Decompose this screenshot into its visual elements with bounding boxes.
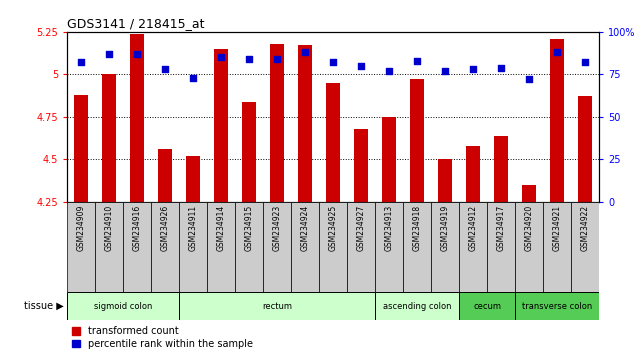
Point [412,58,422,64]
Text: GSM234913: GSM234913 [385,205,394,251]
Point [440,68,451,74]
Point [104,51,115,57]
Text: GSM234914: GSM234914 [217,205,226,251]
Bar [123,202,151,292]
Bar [438,159,453,202]
Text: GSM234925: GSM234925 [329,205,338,251]
Text: rectum: rectum [262,302,292,311]
Bar [578,96,592,202]
Text: GSM234923: GSM234923 [273,205,282,251]
Bar [376,292,460,320]
Bar [74,95,88,202]
Bar [551,39,564,202]
Bar [263,202,291,292]
Point [132,51,142,57]
Point [328,59,338,65]
Bar [487,202,515,292]
Text: GSM234918: GSM234918 [413,205,422,251]
Bar [571,202,599,292]
Text: GSM234910: GSM234910 [105,205,114,251]
Bar [460,292,515,320]
Bar [431,202,460,292]
Bar [158,149,172,202]
Text: GSM234909: GSM234909 [77,205,86,251]
Bar [354,129,369,202]
Text: GSM234927: GSM234927 [357,205,366,251]
Bar [298,45,312,202]
Bar [382,117,396,202]
Point [468,67,478,72]
Point [552,50,562,55]
Bar [460,202,487,292]
Bar [214,49,228,202]
Text: sigmoid colon: sigmoid colon [94,302,153,311]
Bar [130,34,144,202]
Bar [347,202,376,292]
Text: GSM234921: GSM234921 [553,205,562,251]
Bar [179,202,207,292]
Bar [291,202,319,292]
Bar [179,292,376,320]
Text: cecum: cecum [473,302,501,311]
Point [188,75,199,81]
Point [356,63,367,69]
Bar [544,202,571,292]
Point [384,68,394,74]
Bar [151,202,179,292]
Text: GSM234917: GSM234917 [497,205,506,251]
Bar [376,202,403,292]
Bar [67,292,179,320]
Text: GSM234915: GSM234915 [245,205,254,251]
Bar [515,202,544,292]
Text: tissue ▶: tissue ▶ [24,301,64,311]
Legend: transformed count, percentile rank within the sample: transformed count, percentile rank withi… [72,326,253,349]
Bar [494,136,508,202]
Text: GSM234920: GSM234920 [525,205,534,251]
Text: GDS3141 / 218415_at: GDS3141 / 218415_at [67,17,205,30]
Bar [410,79,424,202]
Bar [235,202,263,292]
Text: GSM234924: GSM234924 [301,205,310,251]
Bar [271,44,285,202]
Bar [522,185,537,202]
Text: GSM234919: GSM234919 [441,205,450,251]
Bar [103,74,116,202]
Point [300,50,310,55]
Bar [326,83,340,202]
Bar [96,202,123,292]
Bar [467,146,480,202]
Point [496,65,506,70]
Bar [242,102,256,202]
Bar [187,156,201,202]
Point [524,76,535,82]
Point [580,59,590,65]
Bar [207,202,235,292]
Text: GSM234916: GSM234916 [133,205,142,251]
Point [216,55,226,60]
Text: GSM234926: GSM234926 [161,205,170,251]
Bar [67,202,96,292]
Point [272,56,283,62]
Text: GSM234922: GSM234922 [581,205,590,251]
Bar [319,202,347,292]
Text: GSM234911: GSM234911 [189,205,198,251]
Bar [515,292,599,320]
Text: GSM234912: GSM234912 [469,205,478,251]
Point [244,56,254,62]
Point [76,59,87,65]
Text: ascending colon: ascending colon [383,302,451,311]
Point [160,67,171,72]
Bar [403,202,431,292]
Text: transverse colon: transverse colon [522,302,592,311]
